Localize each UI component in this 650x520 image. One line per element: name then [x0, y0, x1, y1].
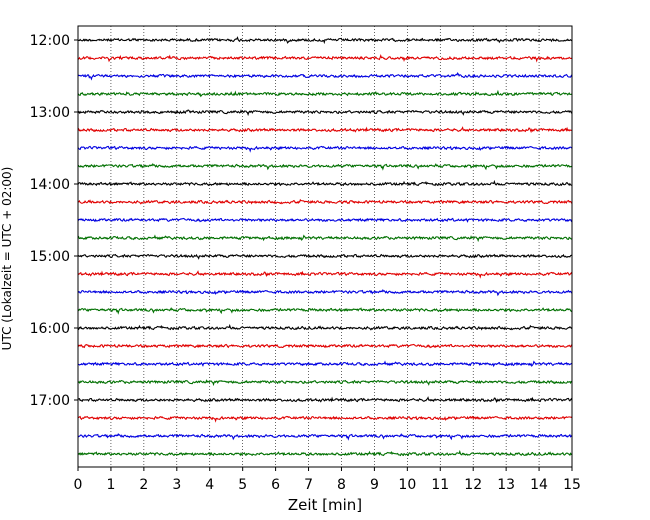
trace-line	[77, 433, 573, 441]
x-tick-label: 0	[74, 477, 83, 493]
x-tick-label: 8	[337, 477, 346, 493]
x-tick-label: 13	[497, 477, 515, 493]
trace-line	[77, 323, 573, 331]
trace-line	[77, 36, 573, 45]
x-tick-label: 7	[304, 477, 313, 493]
trace-line	[77, 126, 573, 134]
trace-line	[77, 307, 573, 315]
x-tick-label: 14	[530, 477, 548, 493]
trace-line	[77, 198, 573, 205]
y-tick-label: 14:00	[30, 177, 70, 193]
trace-line	[77, 145, 573, 153]
x-tick-label: 1	[106, 477, 115, 493]
y-tick-label: 13:00	[30, 105, 70, 121]
trace-line	[77, 449, 573, 457]
x-tick-label: 5	[238, 477, 247, 493]
trace-line	[77, 54, 573, 63]
x-axis-label: Zeit [min]	[288, 496, 362, 514]
y-tick-label: 15:00	[30, 249, 70, 265]
trace-line	[77, 253, 573, 260]
trace-line	[77, 179, 573, 187]
x-tick-label: 12	[464, 477, 482, 493]
trace-line	[77, 270, 573, 279]
x-tick-label: 11	[431, 477, 449, 493]
x-tick-label: 6	[271, 477, 280, 493]
trace-line	[77, 379, 573, 387]
trace-line	[77, 109, 573, 117]
y-tick-label: 12:00	[30, 33, 70, 49]
trace-line	[77, 343, 573, 349]
x-tick-label: 15	[563, 477, 581, 493]
trace-line	[77, 72, 573, 81]
x-axis-ticks: 0 1 2 3 4 5 6 7 8 9 10 11 12 13 14 15	[74, 467, 581, 493]
seismogram-traces	[77, 36, 573, 457]
x-tick-label: 2	[139, 477, 148, 493]
trace-line	[77, 89, 573, 98]
trace-line	[77, 163, 573, 171]
x-tick-label: 9	[370, 477, 379, 493]
trace-line	[77, 234, 573, 243]
y-tick-label: 16:00	[30, 321, 70, 337]
x-tick-label: 10	[398, 477, 416, 493]
trace-line	[77, 360, 573, 368]
plot-frame	[77, 25, 573, 468]
trace-line	[77, 396, 573, 404]
y-tick-label: 17:00	[30, 393, 70, 409]
trace-line	[77, 217, 573, 223]
y-axis-ticks: 12:00 13:00 14:00 15:00 16:00 17:00	[30, 33, 78, 409]
x-tick-label: 4	[205, 477, 214, 493]
y-axis-label: UTC (Lokalzeit = UTC + 02:00)	[0, 167, 14, 351]
x-tick-label: 3	[172, 477, 181, 493]
trace-line	[77, 415, 573, 423]
trace-line	[77, 289, 573, 297]
